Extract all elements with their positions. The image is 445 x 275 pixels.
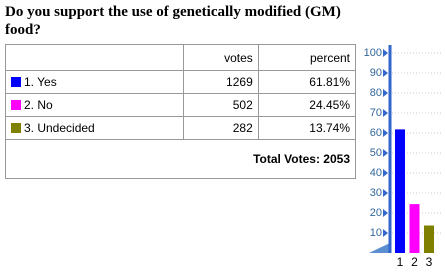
tick-mark xyxy=(383,189,388,197)
tick-mark xyxy=(383,209,388,217)
tick-mark xyxy=(383,89,388,97)
header-cell: votes xyxy=(183,44,259,71)
y-tick-label: 100 xyxy=(364,47,382,59)
y-tick-label: 20 xyxy=(370,207,382,219)
tick-mark xyxy=(383,149,388,157)
bar xyxy=(395,129,405,253)
color-swatch xyxy=(11,100,21,110)
x-tick-label: 2 xyxy=(411,255,418,269)
result-row: 3. Undecided 282 13.74% xyxy=(4,116,357,140)
x-tick-label: 1 xyxy=(397,255,404,269)
cell-text: 1. Yes xyxy=(24,75,57,89)
tick-mark xyxy=(383,69,388,77)
cell: 3. Undecided xyxy=(4,116,185,140)
cell-text: 1269 xyxy=(226,75,253,89)
header-cell: percent xyxy=(257,44,357,71)
total-votes: Total Votes: 2053 xyxy=(5,139,356,179)
cell: 13.74% xyxy=(257,116,357,140)
cell-text: 2. No xyxy=(24,98,53,112)
results-table: votes percent 1. Yes 1269 61.81% 2. No 502 24… xyxy=(4,44,357,179)
bar xyxy=(409,204,420,253)
axis-corner xyxy=(369,243,390,253)
empty-cell xyxy=(4,44,185,71)
cell-text: 24.45% xyxy=(309,98,350,112)
total-row: Total Votes: 2053 xyxy=(5,139,356,179)
cell-text: 282 xyxy=(232,121,253,135)
y-tick-label: 40 xyxy=(370,167,382,179)
cell-text: 61.81% xyxy=(309,75,350,89)
tick-mark xyxy=(383,109,388,117)
y-tick-label: 50 xyxy=(370,147,382,159)
result-row: 1. Yes 1269 61.81% xyxy=(4,70,357,94)
y-tick-label: 30 xyxy=(370,187,382,199)
y-tick-label: 60 xyxy=(370,127,382,139)
color-swatch xyxy=(11,77,21,87)
cell: 282 xyxy=(183,116,259,140)
y-tick-label: 70 xyxy=(370,107,382,119)
chart: 10 20 30 40 50 60 70 80 90 100 1 2 3 xyxy=(364,45,442,269)
cell: 2. No xyxy=(4,93,185,117)
y-tick-label: 10 xyxy=(370,227,382,239)
tick-mark xyxy=(383,129,388,137)
tick-mark xyxy=(383,169,388,177)
cell-text: 502 xyxy=(232,98,253,112)
cell: 61.81% xyxy=(257,70,357,94)
cell: 1. Yes xyxy=(4,70,185,94)
color-swatch xyxy=(11,123,21,133)
header-row: votes percent xyxy=(4,44,357,71)
y-tick-label: 90 xyxy=(370,67,382,79)
tick-mark xyxy=(383,49,388,57)
tick-mark xyxy=(383,229,388,237)
cell: 24.45% xyxy=(257,93,357,117)
cell: 1269 xyxy=(183,70,259,94)
y-tick-label: 80 xyxy=(370,87,382,99)
poll-question: Do you support the use of genetically mo… xyxy=(5,4,341,38)
result-row: 2. No 502 24.45% xyxy=(4,93,357,117)
cell-text: 3. Undecided xyxy=(24,121,95,135)
x-tick-label: 3 xyxy=(426,255,433,269)
cell-text: 13.74% xyxy=(309,121,350,135)
bar xyxy=(424,225,434,253)
cell: 502 xyxy=(183,93,259,117)
